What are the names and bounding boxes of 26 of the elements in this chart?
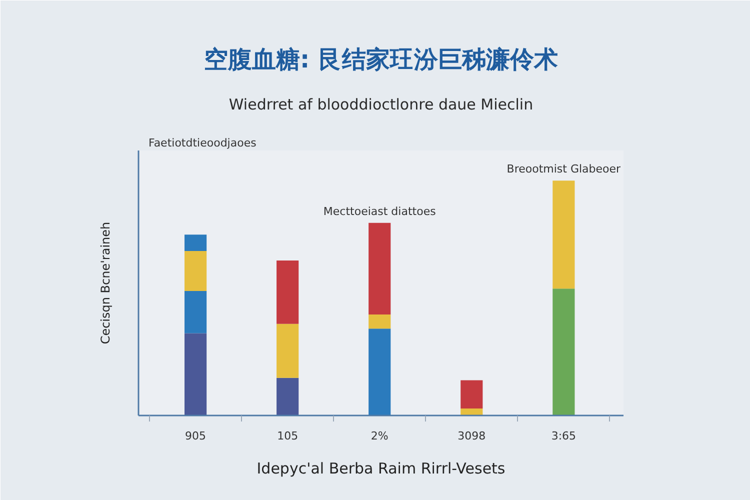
bar: [184, 333, 207, 416]
x-tick-label: 3:65: [551, 430, 576, 442]
bar: [276, 324, 299, 378]
y-axis-title: Cecisqn Bcne'raineh: [98, 222, 112, 344]
x-tick-label: 105: [277, 430, 298, 442]
x-axis-title: Idepyc'al Berba Raim Rirrl-Vesets: [256, 460, 506, 478]
bar: [552, 180, 575, 289]
bar: [184, 290, 207, 334]
x-tick-label: 2%: [370, 430, 388, 442]
bar: [552, 288, 575, 416]
bar: [368, 314, 391, 329]
bar: [184, 234, 207, 252]
chart-subtitle: Wiedrret af blooddioctlonre daue Mieclin: [228, 96, 534, 114]
chart-title: 空腹血糖: 艮结家玨汾巨秭濂伶术: [204, 46, 558, 74]
annotation: Mecttoeiast diattoes: [323, 204, 436, 218]
bar: [184, 251, 207, 291]
x-tick-label: 905: [185, 430, 206, 442]
bar: [368, 328, 391, 416]
bar: [460, 380, 483, 408]
bar: [276, 378, 299, 416]
annotation: Breootmist Glabeoer: [506, 162, 622, 176]
bar: [460, 408, 483, 416]
bar: [276, 260, 299, 324]
text: Faetiotdtieoodjaoes: [148, 136, 257, 150]
x-tick-label: 3098: [458, 430, 486, 442]
bar: [368, 222, 391, 314]
